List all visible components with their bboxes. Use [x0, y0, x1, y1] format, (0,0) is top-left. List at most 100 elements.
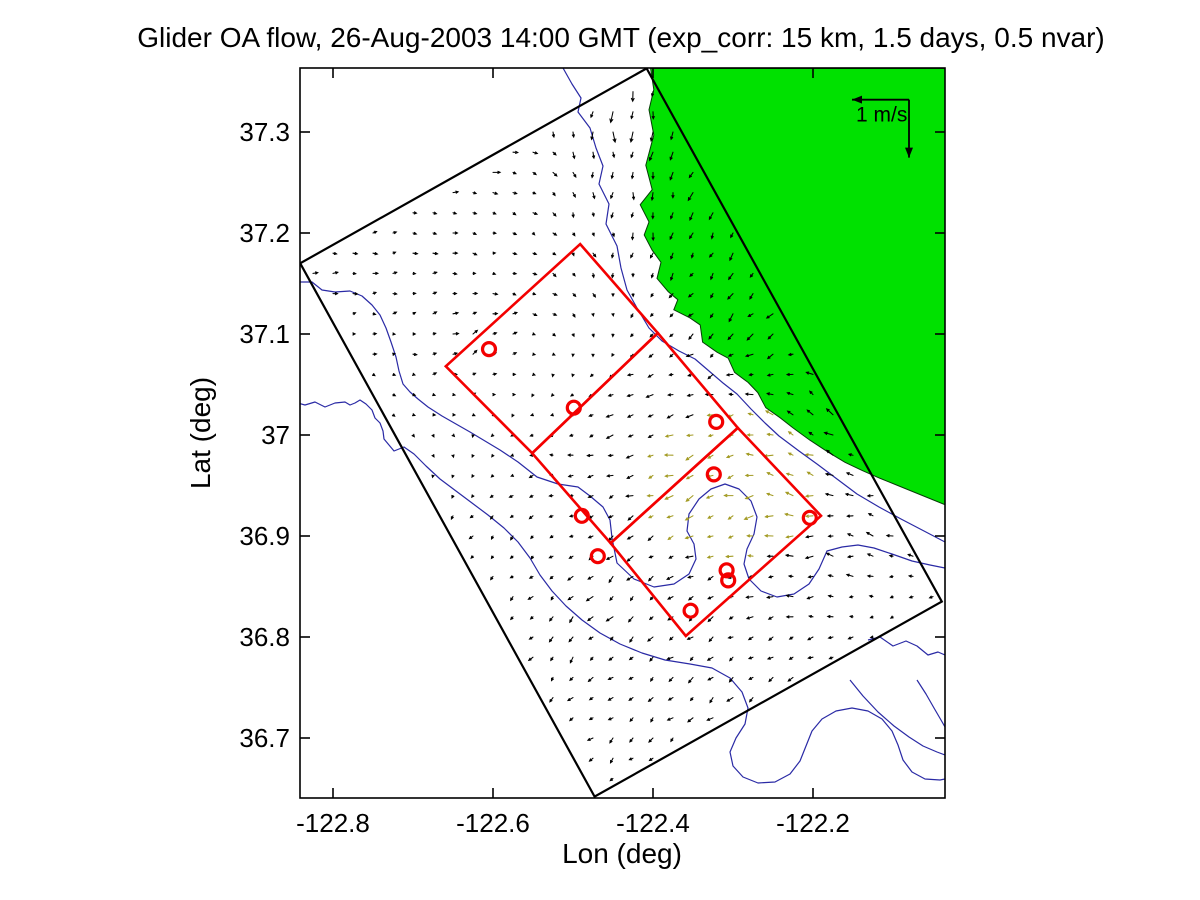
- current-vector: [607, 717, 614, 721]
- current-vector: [708, 212, 714, 221]
- current-vector: [706, 555, 714, 559]
- current-vector: [332, 251, 338, 256]
- current-vector: [452, 332, 460, 336]
- current-vector: [745, 595, 754, 599]
- current-vector: [826, 614, 834, 619]
- current-vector: [826, 514, 834, 518]
- coastline-land-polygon: [639, 68, 945, 506]
- current-vector: [511, 413, 515, 418]
- current-vector: [509, 453, 515, 457]
- current-vector: [572, 151, 576, 160]
- current-vector: [687, 192, 694, 202]
- current-vector: [827, 534, 834, 538]
- current-vector: [626, 575, 634, 581]
- current-vector: [412, 291, 417, 296]
- current-vector: [786, 410, 794, 416]
- current-vector: [663, 453, 674, 457]
- current-vector: [866, 553, 874, 557]
- x-tick-label: -122.2: [776, 808, 850, 838]
- current-vector: [527, 596, 534, 600]
- current-vector: [650, 717, 654, 723]
- current-vector: [605, 434, 614, 439]
- current-vector: [550, 656, 554, 662]
- current-vector: [631, 293, 635, 298]
- current-vector: [372, 271, 380, 275]
- current-vector: [571, 353, 575, 358]
- current-vector: [608, 575, 614, 584]
- current-vector: [352, 251, 359, 256]
- current-vector: [371, 372, 376, 377]
- current-vector: [568, 433, 574, 437]
- current-vector: [787, 431, 794, 436]
- current-vector: [847, 453, 854, 457]
- current-vector: [591, 353, 595, 358]
- current-vector: [824, 492, 834, 497]
- current-vector: [727, 474, 734, 480]
- current-vector: [728, 676, 734, 683]
- current-vector: [626, 373, 634, 377]
- y-tick-label: 36.9: [239, 521, 290, 551]
- current-vector: [372, 332, 378, 336]
- current-vector: [723, 493, 734, 498]
- current-vector: [529, 616, 534, 620]
- current-vector: [530, 555, 534, 560]
- current-vector: [411, 413, 417, 417]
- current-vector: [688, 232, 694, 240]
- current-vector: [630, 171, 635, 180]
- current-vector: [587, 494, 594, 499]
- current-vector: [352, 332, 357, 336]
- current-vector: [630, 232, 635, 241]
- current-vector: [452, 352, 459, 356]
- current-vector: [490, 433, 495, 438]
- current-vector: [592, 293, 597, 298]
- current-vector: [510, 535, 514, 541]
- current-vector: [766, 656, 774, 660]
- current-vector: [548, 494, 554, 498]
- current-vector: [571, 252, 575, 257]
- current-vector: [588, 697, 594, 701]
- current-vector: [684, 535, 694, 540]
- current-vector: [551, 131, 556, 139]
- current-vector: [352, 292, 359, 296]
- current-vector: [707, 433, 714, 438]
- current-vector: [728, 392, 734, 397]
- current-vector: [708, 636, 714, 643]
- current-vector: [668, 555, 674, 559]
- current-vector: [708, 333, 714, 340]
- current-vector: [745, 616, 754, 620]
- current-vector: [908, 595, 914, 599]
- current-vector: [787, 352, 794, 357]
- current-vector: [552, 292, 558, 296]
- current-vector: [512, 392, 517, 397]
- current-vector: [605, 555, 614, 560]
- current-vector: [611, 293, 615, 298]
- current-vector: [531, 393, 535, 398]
- current-vector: [667, 596, 674, 600]
- current-vector: [747, 554, 754, 558]
- y-tick-label: 36.7: [239, 723, 290, 753]
- current-vector: [630, 91, 635, 103]
- current-vector: [650, 293, 654, 298]
- current-vector: [552, 312, 558, 316]
- current-vector: [671, 192, 675, 199]
- current-vector: [766, 432, 774, 437]
- current-vector: [651, 212, 655, 220]
- current-vector: [687, 313, 694, 317]
- current-vector: [669, 151, 674, 161]
- current-vector: [490, 575, 494, 581]
- current-vector: [472, 311, 478, 315]
- current-vector: [747, 313, 754, 317]
- current-vector: [512, 150, 519, 154]
- current-vector: [784, 553, 794, 558]
- current-vector: [669, 313, 674, 318]
- current-vector: [589, 434, 594, 438]
- current-vector: [670, 272, 674, 282]
- current-vector: [611, 353, 615, 357]
- current-vector: [492, 191, 499, 195]
- current-vector: [472, 211, 478, 215]
- current-vector: [532, 252, 538, 256]
- current-vector: [568, 636, 574, 643]
- current-vector: [707, 454, 714, 459]
- current-vector: [748, 697, 754, 703]
- current-vector: [432, 251, 439, 256]
